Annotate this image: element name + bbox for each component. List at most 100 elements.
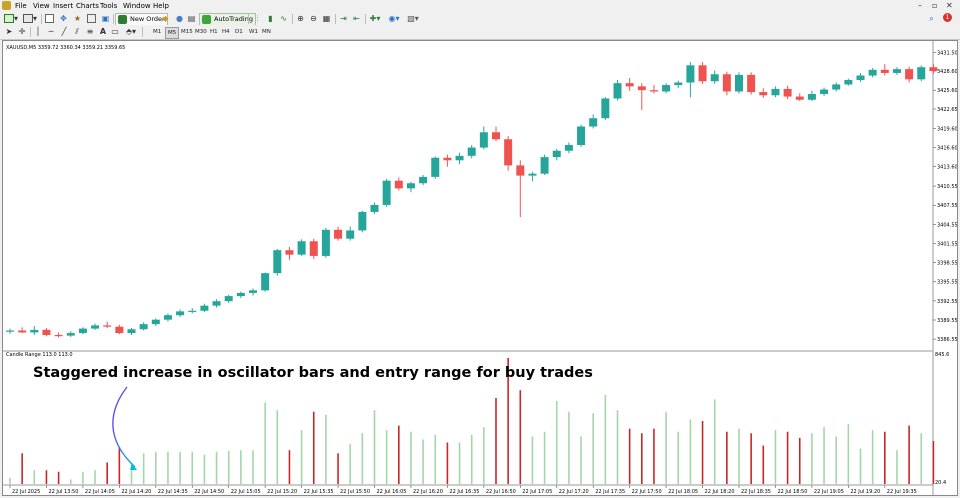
candle-body	[419, 176, 428, 184]
candle	[613, 79, 622, 101]
price-axis-label: 3395.55	[937, 280, 957, 286]
navigator-icon[interactable]: ★	[73, 14, 82, 23]
profiles-icon[interactable]: ▾	[22, 13, 38, 24]
account-icon[interactable]: ●	[176, 14, 183, 23]
menu-insert[interactable]: Insert	[53, 2, 74, 10]
time-axis-label: 22 Jul 14:50	[194, 489, 224, 495]
market-watch-icon[interactable]	[44, 13, 55, 24]
candle	[443, 154, 452, 167]
tf-mn[interactable]: MN	[262, 29, 271, 35]
candle	[856, 72, 865, 82]
candle-body	[662, 85, 671, 92]
price-axis-label: 3431.50	[937, 51, 957, 57]
zoom-out-icon[interactable]: ⊖	[310, 14, 317, 23]
candle	[54, 332, 63, 338]
minimize-button[interactable]: –	[918, 1, 922, 10]
new-chart-icon[interactable]: ▾	[3, 13, 19, 24]
tf-h1[interactable]: H1	[210, 29, 218, 35]
tf-h4[interactable]: H4	[222, 29, 230, 35]
candle-body	[394, 180, 403, 189]
menu-window[interactable]: Window	[123, 2, 151, 10]
candle	[419, 174, 428, 186]
tf-d1[interactable]: D1	[235, 29, 243, 35]
crosshair-icon[interactable]: ✛	[18, 27, 26, 36]
candle	[577, 124, 586, 147]
trades-icon[interactable]: ▤	[187, 14, 196, 23]
cursor-icon[interactable]: ➤	[5, 27, 13, 36]
vertical-line-icon[interactable]: │	[35, 27, 41, 36]
candle	[807, 90, 816, 102]
bar-chart-icon[interactable]: ⫶	[256, 13, 259, 23]
menu-help[interactable]: Help	[153, 2, 169, 10]
price-axis-label: 3389.55	[937, 318, 957, 324]
time-axis-label: 22 Jul 19:35	[887, 489, 917, 495]
candle-body	[188, 310, 197, 312]
time-axis-label: 22 Jul 13:50	[48, 489, 78, 495]
menu-charts[interactable]: Charts	[76, 2, 99, 10]
tf-w1[interactable]: W1	[249, 29, 258, 35]
terminal-icon[interactable]	[86, 13, 97, 24]
candle-body	[151, 319, 160, 325]
templates-icon[interactable]: ▧▾	[407, 14, 419, 23]
label-tool-icon[interactable]: ▭	[111, 27, 119, 36]
menu-tools[interactable]: Tools	[100, 2, 118, 10]
zoom-in-icon[interactable]: ⊕	[297, 14, 304, 23]
candle	[492, 126, 500, 142]
trendline-icon[interactable]: ╱	[61, 27, 67, 36]
candle-body	[443, 157, 452, 161]
candlestick-icon[interactable]: ▮	[268, 14, 273, 23]
line-chart-icon[interactable]: ∿	[280, 14, 287, 23]
arrows-icon[interactable]: ⬘▾	[125, 27, 137, 36]
candle-body	[297, 241, 306, 255]
candle-body	[807, 94, 816, 100]
price-axis-label: 3398.55	[937, 261, 957, 267]
candle-body	[236, 292, 245, 297]
time-axis-label: 22 Jul 14:35	[158, 489, 188, 495]
tf-m30[interactable]: M30	[195, 29, 207, 35]
candle	[783, 85, 792, 100]
candle-body	[54, 334, 63, 337]
periods-icon[interactable]: ◉▾	[388, 14, 400, 23]
restore-button[interactable]: ▫	[932, 1, 938, 10]
channel-icon[interactable]: ⫽	[75, 26, 79, 36]
tf-m1[interactable]: M1	[153, 29, 162, 35]
candles-layer	[6, 62, 938, 338]
candle-body	[577, 126, 586, 145]
candle	[261, 272, 270, 292]
tf-m15[interactable]: M15	[181, 29, 193, 35]
fibonacci-icon[interactable]: ≡	[86, 27, 94, 36]
standard-toolbar: ▾ ▾ ✥ ★ ▣ New Order ◆ ● ▤ AutoTrading ⫶ …	[0, 12, 960, 26]
notification-badge[interactable]: 1	[943, 13, 952, 22]
strategy-tester-icon[interactable]: ▣	[101, 14, 110, 23]
tf-m5[interactable]: M5	[165, 27, 180, 39]
candle	[176, 309, 185, 318]
candle	[880, 64, 889, 76]
chart-canvas[interactable]: 3431.50 3428.60 3425.60 3422.65 3419.60 3416.…	[3, 41, 958, 495]
candle-body	[674, 82, 683, 86]
candle-body	[492, 132, 500, 140]
price-axis-label: 3428.60	[937, 69, 957, 75]
candle	[516, 160, 525, 218]
tile-windows-icon[interactable]: ▦	[322, 14, 331, 23]
indicators-icon[interactable]: ✚▾	[369, 14, 381, 23]
menu-file[interactable]: File	[15, 2, 27, 10]
time-axis-label: 22 Jul 16:50	[486, 489, 516, 495]
data-window-icon[interactable]: ✥	[60, 14, 67, 23]
search-icon[interactable]: ⌕	[929, 13, 934, 23]
drawing-toolbar: ➤ ✛ │ ─ ╱ ⫽ ≡ A ▭ ⬘▾ M1 M5 M15 M30 H1 H4…	[0, 25, 960, 40]
chart-shift-icon[interactable]: ⇤	[353, 14, 360, 23]
auto-scroll-icon[interactable]: ⇥	[340, 14, 347, 23]
menu-view[interactable]: View	[33, 2, 50, 10]
metaeditor-icon[interactable]: ◆	[162, 14, 169, 23]
text-tool-icon[interactable]: A	[99, 27, 107, 36]
time-axis-label: 22 Jul 16:05	[377, 489, 407, 495]
candle	[273, 248, 282, 276]
close-button[interactable]: ✕	[946, 1, 953, 10]
price-axis-label: 3416.60	[937, 146, 957, 152]
horizontal-line-icon[interactable]: ─	[48, 27, 54, 36]
time-axis-label: 22 Jul 18:35	[741, 489, 771, 495]
chart-window[interactable]: 3431.50 3428.60 3425.60 3422.65 3419.60 3416.…	[2, 40, 958, 496]
candle	[868, 67, 877, 78]
time-axis-label: 22 Jul 19:05	[814, 489, 844, 495]
price-axis-label: 3419.60	[937, 126, 957, 132]
